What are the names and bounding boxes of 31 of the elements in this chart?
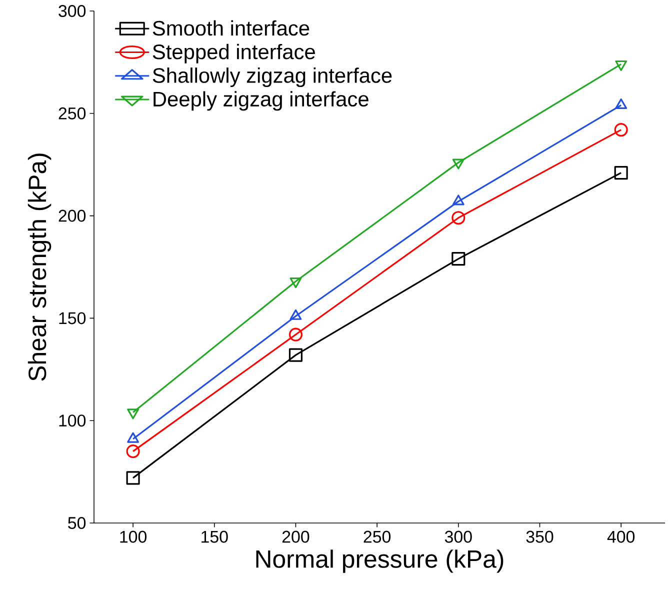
y-tick-label: 100 <box>59 414 86 427</box>
point <box>126 444 140 458</box>
point <box>452 252 466 266</box>
legend-label: Stepped interface <box>152 44 315 64</box>
x-tick-label: 400 <box>607 530 635 543</box>
point <box>127 432 140 443</box>
y-tick-label: 250 <box>58 107 86 120</box>
y-tick-label: 200 <box>58 210 86 222</box>
point <box>452 211 466 225</box>
x-tick-label: 200 <box>282 530 310 543</box>
x-tick-label: 350 <box>526 530 554 543</box>
x-tick-label: 100 <box>120 530 147 543</box>
point <box>614 123 628 137</box>
y-axis-title: Shear strength (kPa) <box>28 154 52 381</box>
y-tick-label: 150 <box>59 312 86 324</box>
point <box>615 60 628 72</box>
point <box>290 278 302 288</box>
x-tick-label: 150 <box>202 530 228 543</box>
point <box>452 158 464 170</box>
point <box>288 348 302 362</box>
legend-label: Shallowly zigzag interface <box>152 68 392 88</box>
point <box>614 166 628 180</box>
y-tick-label: 300 <box>58 4 86 17</box>
y-tick-label: 50 <box>68 517 86 529</box>
x-axis-title: Normal pressure (kPa) <box>256 550 504 573</box>
point <box>126 471 140 485</box>
legend-label: Smooth interface <box>152 20 310 36</box>
point <box>288 328 302 342</box>
x-tick-label: 300 <box>444 530 472 543</box>
legend-label: Deeply zigzag interface <box>154 91 368 111</box>
x-tick-label: 250 <box>364 530 391 543</box>
